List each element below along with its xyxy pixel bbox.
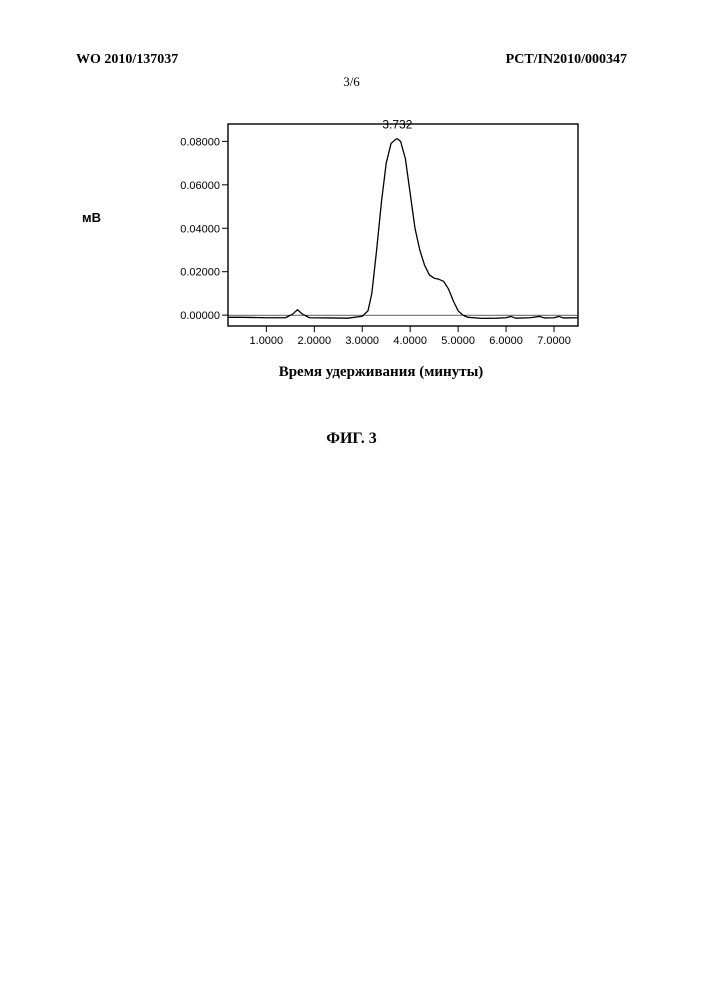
svg-text:6.0000: 6.0000: [489, 335, 523, 347]
svg-text:0.08000: 0.08000: [180, 136, 220, 148]
page-number: 3/6: [343, 74, 360, 90]
svg-text:0.04000: 0.04000: [180, 223, 220, 235]
svg-text:0.00000: 0.00000: [180, 310, 220, 322]
svg-text:3.0000: 3.0000: [345, 335, 379, 347]
x-axis-label: Время удерживания (минуты): [172, 364, 590, 381]
chromatogram-figure: мВ 1.00002.00003.00004.00005.00006.00007…: [120, 110, 590, 381]
chart-area: 1.0000 2.0000 3.0000 4.0000 5.0000 6.0000 7.00…: [172, 110, 590, 360]
svg-text:3.732: 3.732: [382, 117, 412, 131]
svg-text:5.0000: 5.0000: [441, 335, 475, 347]
chromatogram-chart: 1.0000 2.0000 3.0000 4.0000 5.0000 6.0000 7.00…: [172, 110, 590, 360]
svg-text:0.02000: 0.02000: [180, 267, 220, 279]
page: WO 2010/137037 PCT/IN2010/000347 3/6 мВ …: [0, 0, 703, 1000]
svg-text:2.0000: 2.0000: [297, 335, 331, 347]
header-right: PCT/IN2010/000347: [506, 52, 627, 68]
figure-caption: ФИГ. 3: [326, 430, 377, 448]
header-left: WO 2010/137037: [76, 52, 178, 68]
y-axis-label: мВ: [82, 210, 101, 225]
svg-text:0.06000: 0.06000: [180, 180, 220, 192]
svg-text:4.0000: 4.0000: [393, 335, 427, 347]
svg-text:7.0000: 7.0000: [537, 335, 571, 347]
svg-text:1.0000: 1.0000: [250, 335, 284, 347]
